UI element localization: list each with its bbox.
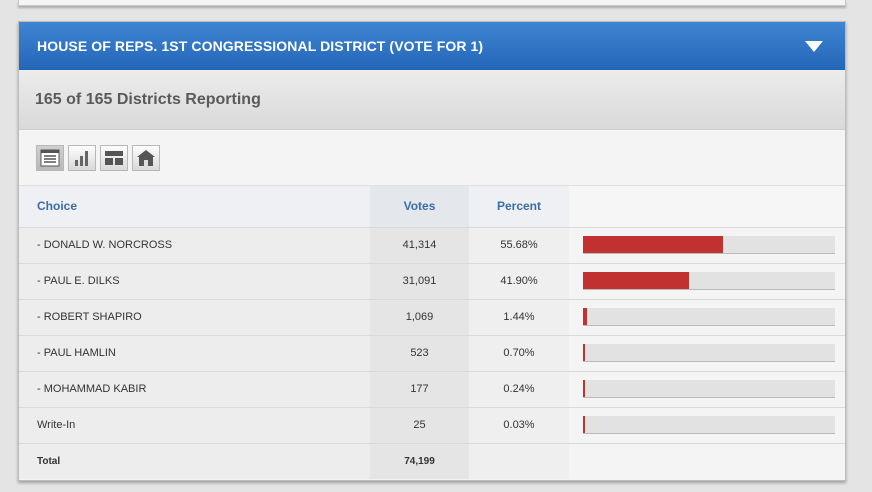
candidate-votes: 31,091 — [370, 262, 469, 299]
candidate-name: Write-In — [19, 406, 370, 443]
vote-share-bar — [583, 380, 835, 398]
total-votes: 74,199 — [370, 442, 469, 479]
candidate-percent: 55.68% — [469, 226, 569, 263]
vote-share-fill — [583, 236, 724, 253]
vote-share-bar — [583, 416, 835, 434]
vote-share-bar — [583, 344, 835, 362]
vote-share-fill — [583, 344, 585, 361]
table-header-row: Choice Votes Percent — [19, 186, 845, 227]
vote-share-bar — [583, 236, 835, 254]
candidate-name: - MOHAMMAD KABIR — [19, 370, 370, 407]
table-row: - ROBERT SHAPIRO 1,069 1.44% — [19, 298, 845, 335]
vote-share-fill — [583, 416, 585, 433]
vote-share-bar — [583, 272, 835, 290]
table-row: - DONALD W. NORCROSS 41,314 55.68% — [19, 226, 845, 263]
percent-column-header: Percent — [469, 186, 569, 227]
vote-share-bar — [583, 308, 835, 326]
table-view-button[interactable] — [36, 144, 64, 171]
bar-chart-view-icon — [75, 150, 88, 166]
choice-column-header: Choice — [19, 186, 370, 227]
table-row: Write-In 25 0.03% — [19, 406, 845, 443]
table-row: - PAUL E. DILKS 31,091 41.90% — [19, 262, 845, 299]
candidate-name: - DONALD W. NORCROSS — [19, 226, 370, 263]
candidate-percent: 0.03% — [469, 406, 569, 443]
layout-view-icon — [105, 150, 123, 165]
candidate-votes: 1,069 — [370, 298, 469, 335]
bar-chart-view-button[interactable] — [68, 144, 96, 171]
total-label: Total — [19, 442, 370, 479]
contest-header[interactable]: HOUSE OF REPS. 1ST CONGRESSIONAL DISTRIC… — [19, 22, 845, 70]
contest-title: HOUSE OF REPS. 1ST CONGRESSIONAL DISTRIC… — [37, 38, 484, 54]
candidate-name: - PAUL HAMLIN — [19, 334, 370, 371]
total-row: Total 74,199 — [19, 442, 845, 479]
home-icon — [137, 149, 155, 166]
vote-share-fill — [583, 308, 587, 325]
home-view-button[interactable] — [132, 144, 160, 171]
candidate-votes: 177 — [370, 370, 469, 407]
candidate-percent: 0.70% — [469, 334, 569, 371]
contest-panel: HOUSE OF REPS. 1ST CONGRESSIONAL DISTRIC… — [18, 21, 846, 481]
candidate-percent: 1.44% — [469, 298, 569, 335]
candidate-votes: 41,314 — [370, 226, 469, 263]
candidate-votes: 523 — [370, 334, 469, 371]
candidate-votes: 25 — [370, 406, 469, 443]
reporting-status-bar: 165 of 165 Districts Reporting — [19, 70, 845, 130]
layout-view-button[interactable] — [100, 144, 128, 171]
table-row: - PAUL HAMLIN 523 0.70% — [19, 334, 845, 371]
reporting-status: 165 of 165 Districts Reporting — [35, 90, 261, 108]
candidate-name: - ROBERT SHAPIRO — [19, 298, 370, 335]
table-row: - MOHAMMAD KABIR 177 0.24% — [19, 370, 845, 407]
candidate-percent: 41.90% — [469, 262, 569, 299]
votes-column-header: Votes — [370, 186, 469, 227]
candidate-percent: 0.24% — [469, 370, 569, 407]
vote-share-fill — [583, 380, 585, 397]
view-toolbar — [19, 130, 845, 186]
candidate-name: - PAUL E. DILKS — [19, 262, 370, 299]
collapse-arrow-icon[interactable] — [805, 40, 823, 52]
bar-column-header — [569, 186, 845, 227]
vote-share-fill — [583, 272, 689, 289]
results-table: Choice Votes Percent - DONALD W. NORCROS… — [19, 186, 845, 479]
previous-contest-panel — [18, 0, 846, 6]
table-view-icon — [40, 149, 60, 166]
